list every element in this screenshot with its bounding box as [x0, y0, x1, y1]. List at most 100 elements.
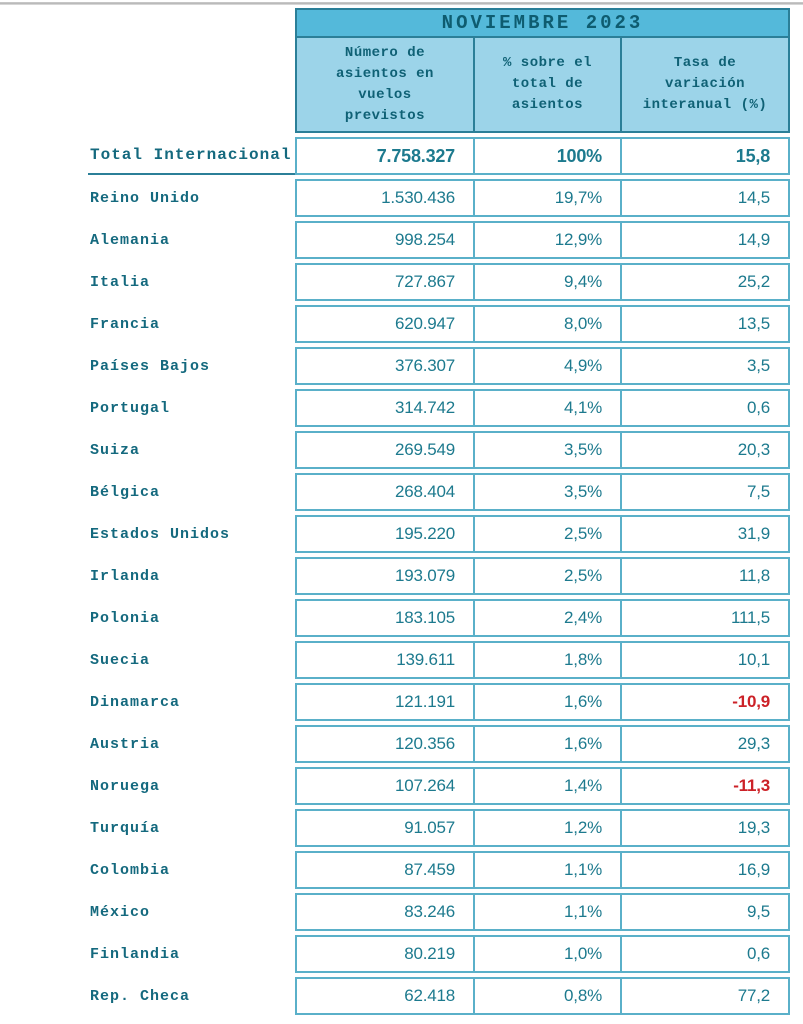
country-label: Alemania — [90, 231, 171, 249]
scan-edge-line — [0, 2, 803, 5]
variation-value: 20,3 — [620, 433, 788, 467]
seats-value: 727.867 — [394, 272, 455, 291]
share-value: 100% — [473, 139, 620, 173]
table-row: Turquía 91.057 1,2% 19,3 — [88, 809, 790, 847]
table-row: Estados Unidos 195.220 2,5% 31,9 — [88, 515, 790, 553]
country-label: Reino Unido — [90, 189, 201, 207]
variation-value: 9,5 — [620, 895, 788, 929]
table-row: Italia 727.867 9,4% 25,2 — [88, 263, 790, 301]
variation-value: 31,9 — [620, 517, 788, 551]
country-label: Total Internacional — [88, 137, 295, 175]
table-title-band: NOVIEMBRE 2023 — [295, 8, 790, 38]
seats-value: 620.947 — [394, 314, 455, 333]
country-label: Turquía — [90, 819, 161, 837]
table-row: Suecia 139.611 1,8% 10,1 — [88, 641, 790, 679]
variation-value: 29,3 — [620, 727, 788, 761]
table-row: Noruega 107.264 1,4% -11,3 — [88, 767, 790, 805]
seats-value: 314.742 — [394, 398, 455, 417]
seats-value: 195.220 — [394, 524, 455, 543]
variation-value: 11,8 — [620, 559, 788, 593]
row-values-box: 998.254 12,9% 14,9 — [295, 221, 790, 259]
row-values-box: 121.191 1,6% -10,9 — [295, 683, 790, 721]
table-row: Colombia 87.459 1,1% 16,9 — [88, 851, 790, 889]
variation-value: 15,8 — [620, 139, 788, 173]
seats-value: 183.105 — [394, 608, 455, 627]
variation-value: 0,6 — [620, 937, 788, 971]
row-values-box: 83.246 1,1% 9,5 — [295, 893, 790, 931]
variation-value: 111,5 — [620, 601, 788, 635]
row-values-box: 80.219 1,0% 0,6 — [295, 935, 790, 973]
share-value: 8,0% — [473, 307, 620, 341]
country-label: Finlandia — [90, 945, 181, 963]
variation-value: 19,3 — [620, 811, 788, 845]
share-value: 4,1% — [473, 391, 620, 425]
seats-value: 91.057 — [404, 818, 455, 837]
seats-value: 80.219 — [404, 944, 455, 963]
seats-value: 193.079 — [394, 566, 455, 585]
country-label: Suiza — [90, 441, 141, 459]
seats-value: 269.549 — [394, 440, 455, 459]
row-values-box: 195.220 2,5% 31,9 — [295, 515, 790, 553]
share-value: 1,8% — [473, 643, 620, 677]
row-values-box: 193.079 2,5% 11,8 — [295, 557, 790, 595]
table-row: Suiza 269.549 3,5% 20,3 — [88, 431, 790, 469]
share-value: 1,6% — [473, 727, 620, 761]
seats-value: 268.404 — [394, 482, 455, 501]
column-header-variation: Tasa de variación interanual (%) — [620, 38, 788, 131]
seats-value: 139.611 — [396, 650, 455, 669]
row-values-box: 1.530.436 19,7% 14,5 — [295, 179, 790, 217]
share-value: 2,4% — [473, 601, 620, 635]
row-values-box: 727.867 9,4% 25,2 — [295, 263, 790, 301]
row-values-box: 376.307 4,9% 3,5 — [295, 347, 790, 385]
statistics-table: NOVIEMBRE 2023 Número de asientos en vue… — [88, 8, 790, 1019]
table-row: México 83.246 1,1% 9,5 — [88, 893, 790, 931]
variation-value: 16,9 — [620, 853, 788, 887]
table-row: Finlandia 80.219 1,0% 0,6 — [88, 935, 790, 973]
row-values-box: 314.742 4,1% 0,6 — [295, 389, 790, 427]
variation-value: 25,2 — [620, 265, 788, 299]
share-value: 9,4% — [473, 265, 620, 299]
share-value: 3,5% — [473, 433, 620, 467]
row-values-box: 87.459 1,1% 16,9 — [295, 851, 790, 889]
variation-value: -10,9 — [620, 685, 788, 719]
table-row: Irlanda 193.079 2,5% 11,8 — [88, 557, 790, 595]
share-value: 2,5% — [473, 517, 620, 551]
country-label: Francia — [90, 315, 161, 333]
table-row: Bélgica 268.404 3,5% 7,5 — [88, 473, 790, 511]
country-label: Austria — [90, 735, 161, 753]
row-values-box: 139.611 1,8% 10,1 — [295, 641, 790, 679]
row-values-box: 269.549 3,5% 20,3 — [295, 431, 790, 469]
seats-value: 83.246 — [404, 902, 455, 921]
variation-value: 13,5 — [620, 307, 788, 341]
table-row: Reino Unido 1.530.436 19,7% 14,5 — [88, 179, 790, 217]
seats-value: 376.307 — [394, 356, 455, 375]
seats-value: 121.191 — [394, 692, 455, 711]
table-row: Polonia 183.105 2,4% 111,5 — [88, 599, 790, 637]
variation-value: 14,5 — [620, 181, 788, 215]
share-value: 1,1% — [473, 895, 620, 929]
table-row: Rep. Checa 62.418 0,8% 77,2 — [88, 977, 790, 1015]
country-label: México — [90, 903, 151, 921]
share-value: 12,9% — [473, 223, 620, 257]
row-values-box: 107.264 1,4% -11,3 — [295, 767, 790, 805]
variation-value: 3,5 — [620, 349, 788, 383]
table-row: Dinamarca 121.191 1,6% -10,9 — [88, 683, 790, 721]
column-header-seats: Número de asientos en vuelos previstos — [336, 44, 434, 124]
seats-value: 1.530.436 — [381, 188, 455, 207]
table-row: Francia 620.947 8,0% 13,5 — [88, 305, 790, 343]
table-row: Austria 120.356 1,6% 29,3 — [88, 725, 790, 763]
share-value: 3,5% — [473, 475, 620, 509]
variation-value: -11,3 — [620, 769, 788, 803]
table-row: Alemania 998.254 12,9% 14,9 — [88, 221, 790, 259]
column-header-share: % sobre el total de asientos — [473, 38, 620, 131]
variation-value: 0,6 — [620, 391, 788, 425]
share-value: 1,2% — [473, 811, 620, 845]
country-label: Noruega — [90, 777, 161, 795]
variation-value: 7,5 — [620, 475, 788, 509]
table-row: Portugal 314.742 4,1% 0,6 — [88, 389, 790, 427]
variation-value: 10,1 — [620, 643, 788, 677]
share-value: 1,6% — [473, 685, 620, 719]
share-value: 19,7% — [473, 181, 620, 215]
country-label: Colombia — [90, 861, 171, 879]
